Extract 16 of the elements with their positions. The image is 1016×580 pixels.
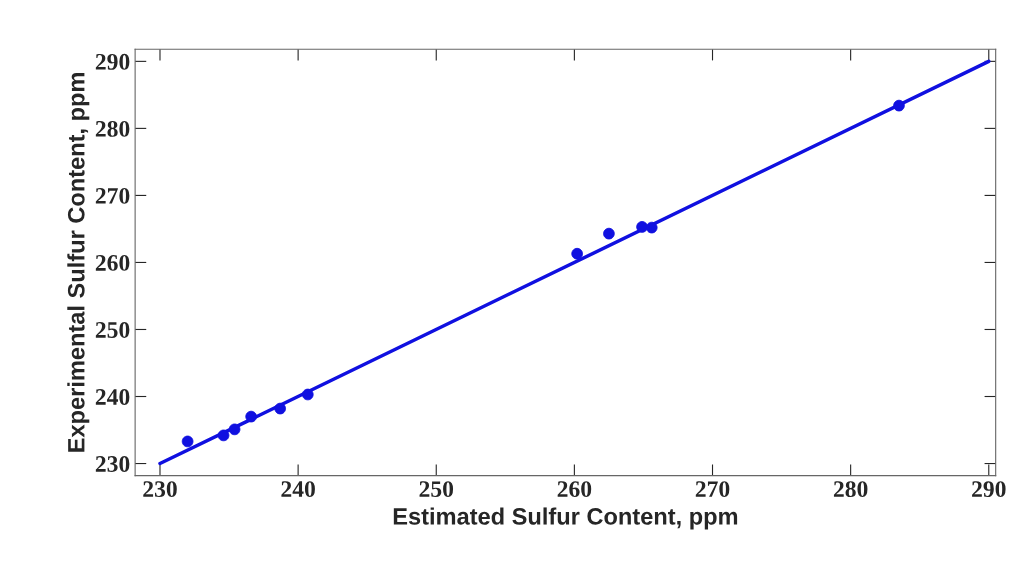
y-tick-label: 270 <box>95 187 130 204</box>
y-tick-label: 230 <box>95 456 130 472</box>
y-tick-label: 280 <box>95 120 130 137</box>
x-tick-label: 250 <box>419 481 454 498</box>
x-tick-label: 240 <box>281 481 315 498</box>
y-tick-label: 240 <box>95 389 130 405</box>
x-tick-label: 270 <box>695 481 730 498</box>
x-tick-label: 260 <box>557 481 592 498</box>
y-axis-title: Experimental Sulfur Content, ppm <box>67 73 90 452</box>
y-tick-label: 290 <box>95 53 130 70</box>
y-tick-label: 250 <box>95 321 130 338</box>
x-tick-label: 230 <box>143 481 177 498</box>
x-tick-label: 280 <box>833 481 868 498</box>
x-axis-title: Estimated Sulfur Content, ppm <box>393 507 738 530</box>
x-tick-label: 290 <box>972 481 1006 498</box>
y-tick-label: 260 <box>95 254 130 271</box>
